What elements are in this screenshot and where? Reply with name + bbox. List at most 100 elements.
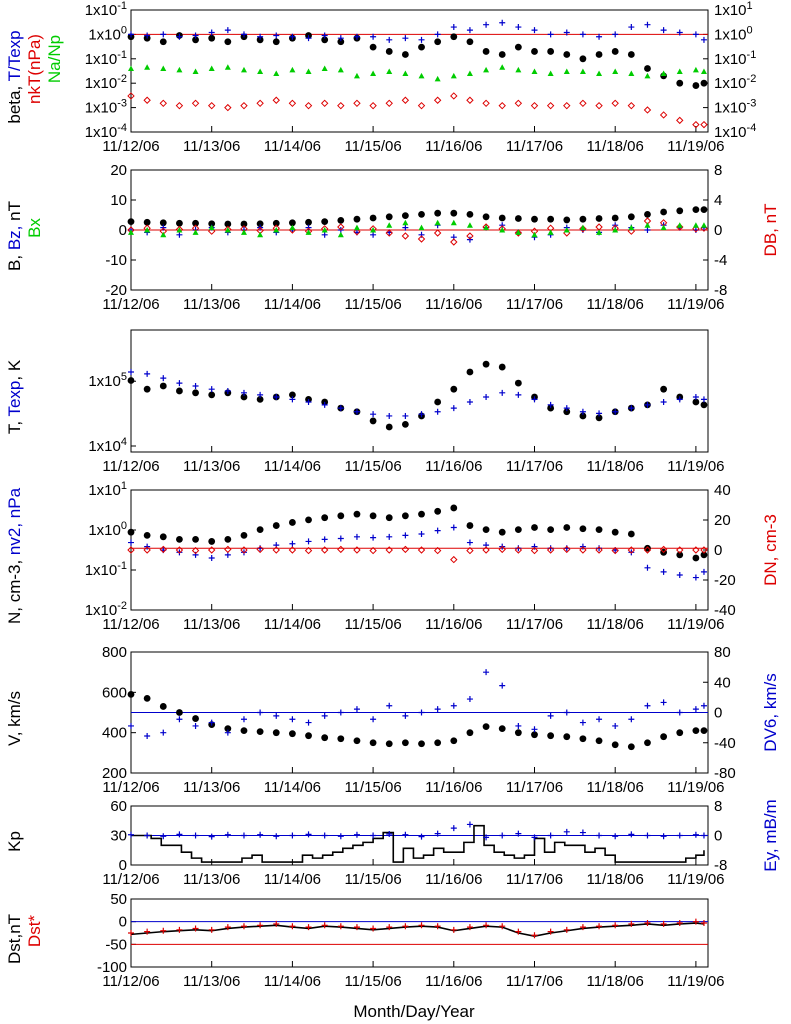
data-point — [273, 712, 280, 719]
data-point — [466, 211, 474, 218]
data-point — [369, 512, 377, 520]
data-point — [304, 101, 313, 110]
data-point — [612, 722, 619, 729]
data-point — [466, 821, 473, 828]
axis-label-part: Bz, — [5, 221, 24, 250]
data-point — [176, 66, 183, 73]
data-point — [627, 227, 636, 235]
data-point — [644, 65, 651, 72]
date-tick-label: 11/19/06 — [667, 779, 724, 796]
date-tick-label: 11/14/06 — [264, 871, 321, 888]
data-point — [208, 719, 215, 726]
data-point — [176, 536, 183, 543]
data-point — [257, 709, 264, 716]
panel-beta: 1x10-1 1x100 1x10-1 1x10-2 1x10-3 1x10-4 1x101… — [5, 0, 756, 155]
data-point — [466, 70, 473, 76]
data-point — [288, 219, 296, 227]
axis-label-part: nT — [5, 201, 24, 221]
data-point — [579, 224, 586, 231]
right-tick-label: -20 — [714, 572, 736, 589]
data-point — [176, 709, 183, 716]
data-point — [450, 926, 457, 933]
data-point — [514, 43, 522, 51]
data-point — [402, 35, 409, 42]
data-point — [563, 51, 571, 58]
data-point — [433, 96, 442, 104]
data-point — [595, 526, 603, 534]
data-point — [579, 546, 587, 554]
data-point — [644, 832, 651, 839]
data-point — [579, 525, 587, 533]
data-point — [627, 101, 636, 110]
data-point — [176, 33, 183, 40]
data-point — [700, 832, 707, 839]
data-point — [288, 546, 297, 554]
series-line — [131, 824, 705, 863]
data-point — [208, 220, 216, 228]
data-point — [127, 690, 135, 698]
data-point — [434, 31, 441, 38]
data-point — [418, 740, 425, 748]
data-point — [401, 739, 409, 747]
left-tick-label: -100 — [97, 959, 127, 976]
data-point — [337, 101, 345, 110]
panel-frame — [130, 898, 709, 968]
data-point — [224, 227, 231, 233]
data-point — [321, 712, 328, 719]
data-point — [579, 99, 587, 108]
data-point — [579, 719, 586, 726]
data-point — [628, 405, 635, 412]
axis-label-part: N, cm-3, — [5, 555, 24, 624]
data-point — [644, 920, 651, 927]
date-tick-label: 11/15/06 — [344, 871, 401, 888]
right-tick-label: 0 — [714, 828, 722, 845]
data-point — [644, 21, 651, 28]
data-point — [159, 382, 167, 390]
data-point — [207, 227, 216, 235]
right-tick-label: -8 — [714, 857, 727, 874]
series-v — [127, 690, 708, 751]
right-tick-label: 8 — [714, 162, 722, 179]
data-point — [127, 528, 135, 536]
data-point — [369, 214, 377, 222]
data-point — [305, 719, 312, 726]
data-point — [644, 72, 651, 79]
y-axis-label-right: DV6, km/s — [761, 673, 780, 751]
data-point — [192, 219, 199, 227]
data-point — [596, 410, 603, 417]
data-point — [676, 116, 684, 125]
data-point — [240, 727, 248, 735]
data-point — [514, 526, 522, 534]
data-point — [224, 545, 232, 554]
data-point — [208, 926, 215, 933]
data-point — [628, 831, 635, 838]
data-point — [224, 725, 232, 733]
data-point — [208, 391, 216, 399]
data-point — [402, 831, 409, 838]
data-point — [418, 72, 425, 79]
data-point — [547, 545, 554, 552]
data-point — [418, 224, 425, 231]
data-point — [224, 387, 231, 394]
data-point — [579, 31, 586, 38]
data-point — [498, 214, 506, 222]
data-point — [208, 386, 215, 393]
data-point — [386, 533, 393, 540]
data-point — [547, 48, 555, 55]
data-point — [370, 33, 377, 40]
data-point — [224, 729, 231, 736]
data-point — [224, 536, 232, 543]
data-point — [385, 99, 393, 108]
data-point — [499, 64, 506, 70]
axis-label-part: beta, — [5, 81, 24, 123]
data-point — [160, 65, 167, 72]
date-tick-label: 11/18/06 — [587, 871, 644, 888]
date-tick-label: 11/19/06 — [667, 616, 724, 633]
data-point — [192, 68, 199, 75]
data-point — [547, 401, 554, 408]
data-point — [547, 215, 555, 223]
data-point — [176, 716, 183, 723]
data-point — [289, 716, 296, 723]
data-point — [700, 68, 707, 75]
data-point — [595, 223, 603, 231]
